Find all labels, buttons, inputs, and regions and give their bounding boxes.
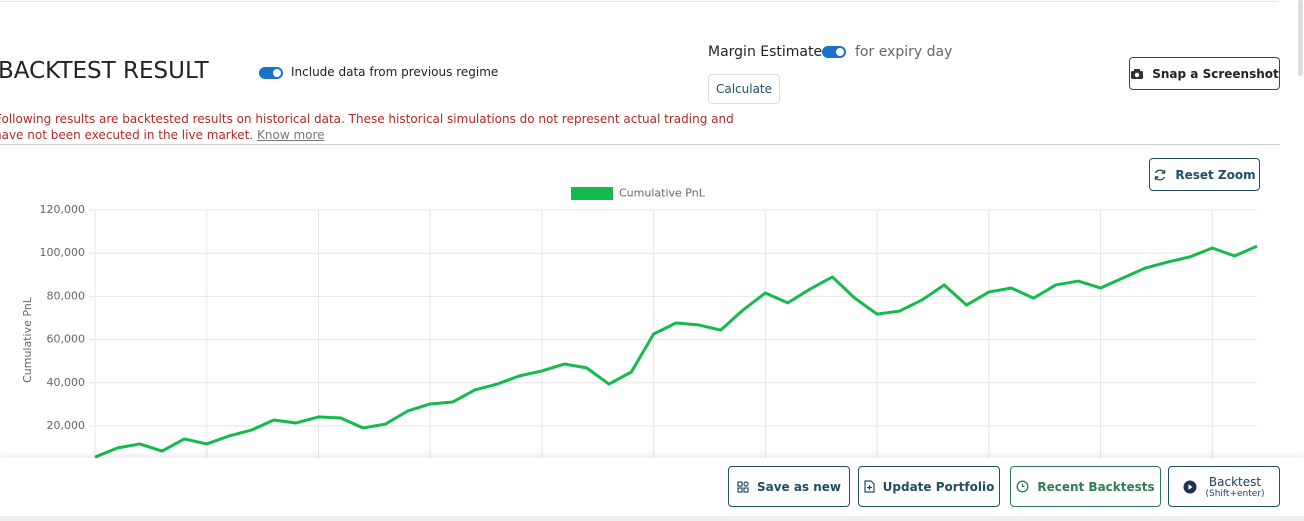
disclaimer-text: have not been executed in the live marke… bbox=[0, 128, 254, 142]
button-label: Snap a Screenshot bbox=[1152, 66, 1279, 81]
scrollbar bbox=[1298, 0, 1303, 76]
know-more-link[interactable]: Know more bbox=[257, 128, 325, 142]
calculate-button[interactable]: Calculate bbox=[708, 74, 780, 104]
y-tick-label: 20,000 bbox=[47, 419, 86, 432]
update-button[interactable]: Update Portfolio bbox=[858, 466, 1000, 507]
data-line bbox=[94, 244, 1258, 459]
regime-toggle-label: Include data from previous regime bbox=[291, 65, 499, 79]
regime-toggle[interactable] bbox=[259, 67, 283, 79]
disclaimer: have not been executed in the live marke… bbox=[0, 128, 325, 142]
button-label: Calculate bbox=[715, 82, 773, 96]
y-tick-label: 40,000 bbox=[47, 376, 86, 389]
y-tick-label: 120,000 bbox=[40, 203, 86, 216]
button-label: Reset Zoom bbox=[1175, 167, 1256, 182]
legend-swatch bbox=[571, 187, 613, 200]
disclaimer: Following results are backtested results… bbox=[0, 112, 734, 126]
button-label: Backtest bbox=[1208, 474, 1262, 489]
button-label: Save as new bbox=[756, 479, 842, 494]
play-icon bbox=[1183, 480, 1197, 493]
save-icon bbox=[737, 480, 749, 493]
separator bbox=[0, 144, 1280, 145]
bottom-strip bbox=[0, 516, 1304, 521]
reset-zoom-button[interactable]: Reset Zoom bbox=[1149, 158, 1260, 191]
save-button[interactable]: Save as new bbox=[728, 466, 850, 507]
margin-toggle-label: for expiry day bbox=[855, 44, 953, 60]
file-icon bbox=[864, 480, 875, 493]
camera-icon bbox=[1131, 68, 1144, 79]
button-text: Backtest (Shift+enter) bbox=[1205, 475, 1264, 499]
recent-button[interactable]: Recent Backtests bbox=[1010, 466, 1161, 507]
y-tick-label: 60,000 bbox=[47, 333, 86, 346]
margin-label: Margin Estimate bbox=[708, 44, 823, 60]
snapshot-button[interactable]: Snap a Screenshot bbox=[1129, 57, 1280, 90]
y-tick-label: 80,000 bbox=[47, 289, 86, 302]
y-axis-label: Cumulative PnL bbox=[21, 296, 34, 383]
margin-toggle[interactable] bbox=[822, 46, 846, 58]
reset-icon bbox=[1155, 169, 1166, 180]
clock-icon bbox=[1016, 480, 1029, 493]
backtest-button[interactable]: Backtest (Shift+enter) bbox=[1168, 466, 1280, 507]
y-tick-label: 100,000 bbox=[40, 246, 86, 259]
button-label: Update Portfolio bbox=[882, 479, 995, 494]
page-title: BACKTEST RESULT bbox=[0, 58, 209, 84]
button-label: Recent Backtests bbox=[1037, 479, 1155, 494]
top-border bbox=[0, 1, 1278, 2]
button-hint: (Shift+enter) bbox=[1205, 488, 1265, 499]
legend-label: Cumulative PnL bbox=[619, 187, 706, 200]
